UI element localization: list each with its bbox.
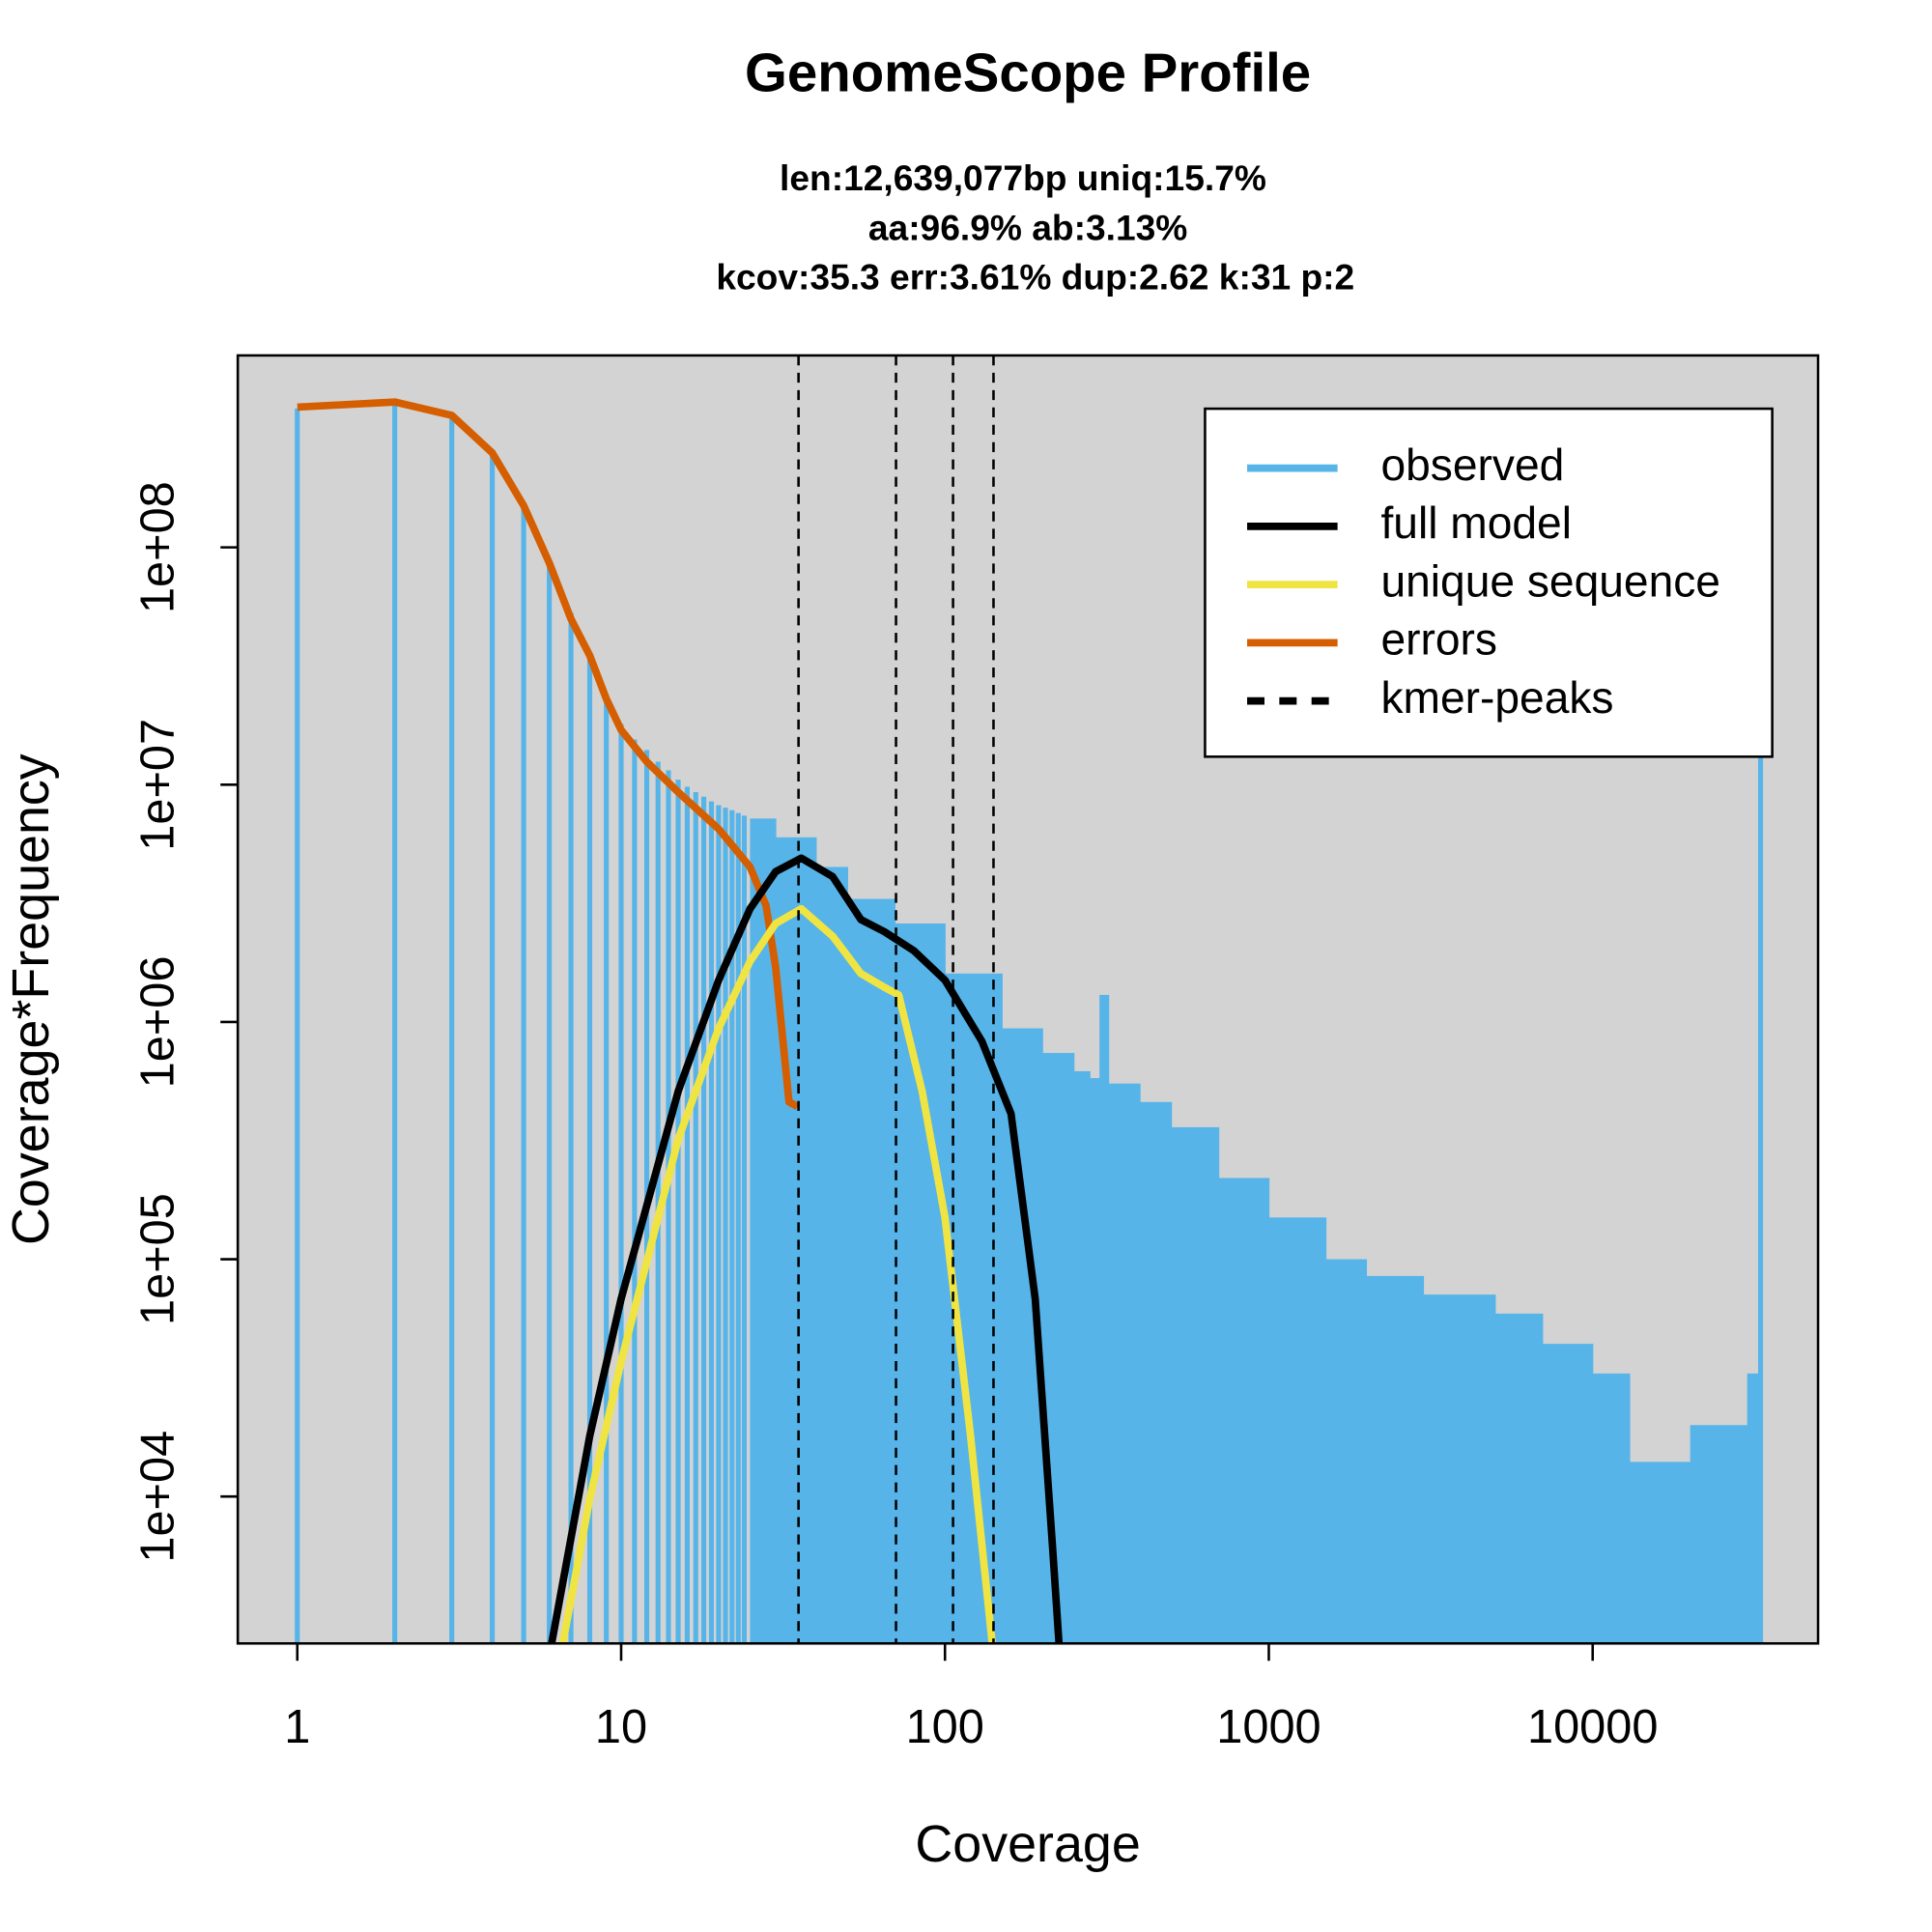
observed-bar (1494, 1313, 1544, 1644)
legend-label: observed (1380, 440, 1564, 490)
observed-bar (1140, 1101, 1173, 1644)
observed-bar (1423, 1294, 1496, 1644)
legend-label: full model (1380, 497, 1571, 548)
x-tick-label: 1000 (1216, 1701, 1321, 1753)
y-axis-title: Coverage*Frequency (2, 753, 60, 1245)
subtitle: kcov:35.3 err:3.61% dup:2.62 k:31 p:2 (716, 257, 1354, 298)
observed-bar (1747, 1373, 1762, 1644)
observed-bar (1268, 1217, 1327, 1644)
y-tick-label: 1e+08 (132, 481, 185, 613)
x-tick-label: 10000 (1527, 1701, 1658, 1753)
x-axis-title: Coverage (915, 1815, 1140, 1873)
x-tick-label: 1 (284, 1701, 310, 1753)
model-line (548, 854, 1064, 1644)
plot-frame (236, 354, 1820, 1645)
observed-bar (895, 923, 946, 1644)
subtitle: len:12,639,077bp uniq:15.7% (780, 157, 1266, 198)
observed-bar (1629, 1462, 1691, 1644)
y-tick-label: 1e+05 (132, 1193, 185, 1325)
observed-bar (1090, 1078, 1100, 1644)
y-tick-label: 1e+06 (132, 956, 185, 1089)
observed-bar (1690, 1425, 1748, 1644)
observed-bar (815, 867, 848, 1644)
observed-bar (1592, 1373, 1631, 1644)
y-tick-label: 1e+04 (132, 1431, 185, 1563)
model-line (558, 904, 997, 1644)
observed-bar (1073, 1070, 1091, 1644)
x-tick-label: 100 (906, 1701, 984, 1753)
legend-label: unique sequence (1380, 555, 1719, 606)
observed-bar (1366, 1275, 1425, 1644)
observed-bar (1042, 1053, 1075, 1644)
observed-bar (1108, 1083, 1141, 1644)
observed-bar (1099, 994, 1110, 1644)
y-tick-label: 1e+07 (132, 719, 185, 851)
plot-area (295, 355, 1764, 1644)
observed-bar (1171, 1126, 1220, 1644)
observed-bar (1218, 1178, 1270, 1644)
observed-bar (1542, 1344, 1594, 1644)
subtitle: aa:96.9% ab:3.13% (868, 207, 1187, 247)
model-line (297, 398, 800, 1110)
legend-label: kmer-peaks (1380, 672, 1613, 723)
x-tick-label: 10 (595, 1701, 647, 1753)
chart-title: GenomeScope Profile (745, 42, 1311, 102)
observed-bar (1325, 1259, 1368, 1644)
legend-label: errors (1380, 614, 1497, 665)
observed-bar (775, 837, 817, 1644)
observed-bar (847, 898, 895, 1644)
